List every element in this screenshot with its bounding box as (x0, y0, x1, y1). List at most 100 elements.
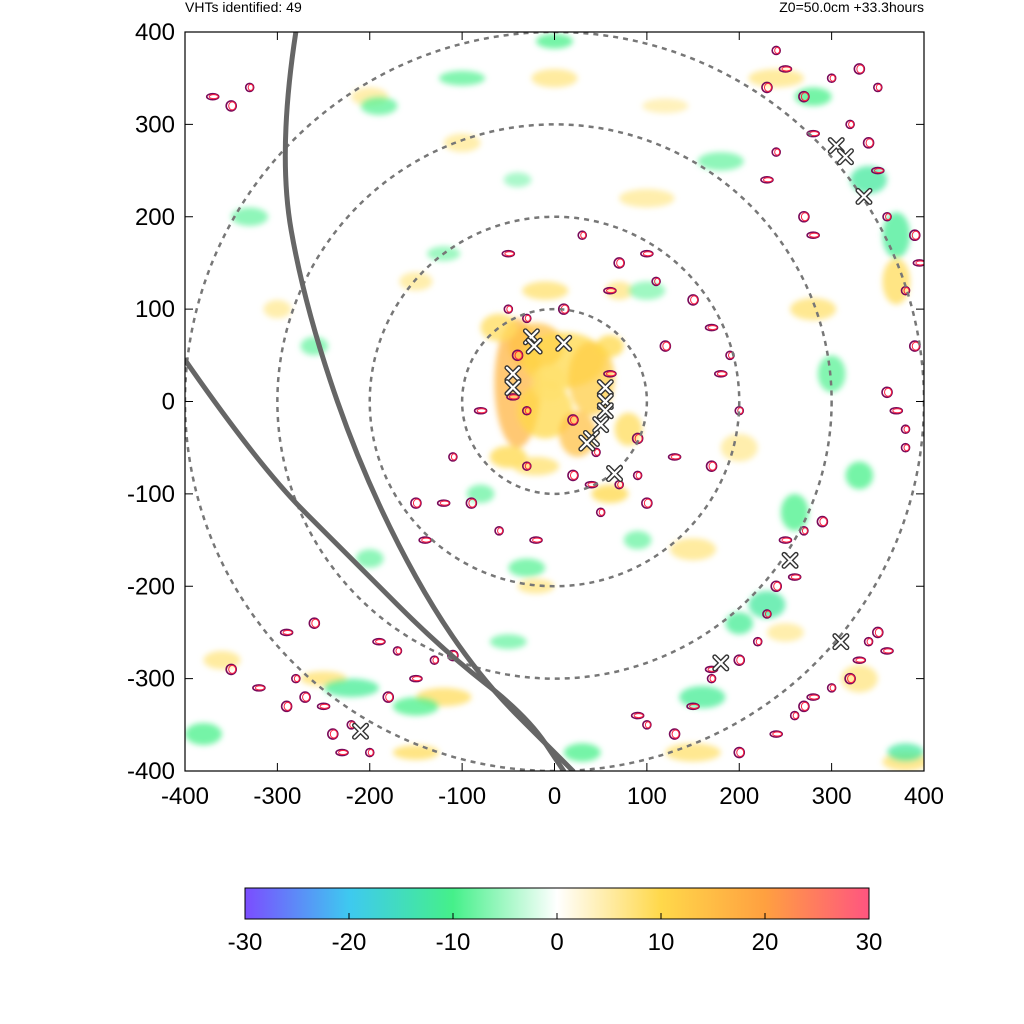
contour-inner (800, 92, 809, 102)
vht-marker (836, 148, 854, 166)
vht-marker-fill (782, 553, 798, 568)
colorbar-tick-label: -10 (436, 929, 471, 956)
contour-inner (439, 500, 450, 506)
anomaly-blob (563, 743, 601, 762)
anomaly-blob (790, 298, 837, 321)
contour-inner (903, 425, 910, 433)
contour-inner (915, 260, 924, 266)
anomaly-blob (536, 33, 573, 49)
contour-inner (829, 684, 836, 692)
storm-track (185, 357, 567, 771)
contour-inner (819, 517, 828, 527)
contour-inner (801, 527, 808, 535)
anomaly-blob (748, 68, 804, 88)
x-tick-label: 400 (904, 783, 944, 810)
contour-inner (616, 258, 625, 268)
vht-marker (596, 402, 614, 420)
anomaly-blob (531, 364, 569, 402)
y-tick-label: -300 (127, 666, 175, 693)
vht-marker-fill (838, 149, 853, 164)
contour-inner (737, 407, 744, 415)
vht-marker-fill (598, 380, 613, 395)
contour-inner (790, 574, 801, 580)
anomaly-blob (392, 697, 440, 716)
contour-inner (709, 675, 716, 683)
contour-inner (809, 694, 820, 700)
contour-inner (319, 703, 330, 709)
colorbar-ticks: -30 -20 -10 0 10 20 30 (228, 913, 882, 956)
contour-inner (283, 701, 292, 711)
x-tick-label: 0 (548, 783, 561, 810)
anomaly-blob (531, 68, 578, 88)
vht-marker-fill (598, 403, 613, 418)
contour-inner (892, 408, 903, 414)
contour-inner (736, 655, 745, 665)
colorbar-tick-label: -20 (332, 929, 367, 956)
contour-inner (883, 648, 894, 654)
contour-inner (716, 371, 727, 377)
range-rings (185, 32, 924, 771)
contour-inner (855, 657, 866, 663)
contour-inner (411, 676, 422, 682)
contour-inner (524, 314, 531, 322)
contour-inner (911, 230, 920, 240)
contour-inner (367, 749, 374, 757)
contour-inner (569, 415, 578, 425)
contour-inner (395, 647, 402, 655)
contour-inner (228, 101, 237, 111)
colorbar-tick-label: 10 (648, 929, 675, 956)
anomaly-blob (725, 612, 754, 635)
anomaly-blob (466, 484, 495, 504)
contour-inner (865, 138, 874, 148)
anomaly-blob (766, 623, 804, 642)
contour-inner (508, 394, 519, 400)
contour-inner (594, 448, 601, 456)
anomaly-blob (887, 743, 924, 762)
contour-inner (643, 498, 652, 508)
vht-marker-fill (593, 417, 608, 432)
contour-inner (580, 231, 587, 239)
contour-inner (774, 46, 781, 54)
x-tick-label: -200 (346, 783, 394, 810)
vht-marker (555, 334, 573, 352)
time-height-label: Z0=50.0cm +33.3hours (779, 0, 924, 15)
anomaly-blob (231, 207, 269, 226)
contour-inner (598, 508, 605, 516)
anomaly-blob (480, 313, 518, 342)
contour-inner (689, 703, 700, 709)
contour-inner (282, 629, 293, 635)
contour-inner (856, 64, 865, 74)
contour-inner (772, 731, 783, 737)
contour-inner (504, 251, 515, 257)
anomaly-blob (512, 456, 560, 476)
vht-marker (832, 633, 850, 651)
vht-marker (781, 551, 799, 569)
anomaly-blob (845, 461, 874, 490)
range-ring (460, 307, 649, 496)
contour-inner (764, 610, 771, 618)
vht-marker-fill (607, 466, 622, 481)
contour-inner (884, 387, 893, 397)
contour-inner (875, 83, 882, 91)
storm-track (282, 32, 576, 771)
anomaly-field (185, 33, 924, 771)
contour-inner (450, 453, 457, 461)
vht-markers (352, 137, 873, 740)
contour-inner (903, 287, 910, 295)
contour-inner (432, 656, 439, 664)
x-tick-label: -100 (438, 783, 486, 810)
anomaly-blob (665, 743, 721, 762)
contour-inner (514, 350, 523, 360)
contour-inner (903, 444, 910, 452)
contour-inner (662, 341, 671, 351)
x-tick-label: 200 (719, 783, 759, 810)
contour-inner (736, 748, 745, 758)
anomaly-blob (323, 678, 379, 698)
storm-tracks (185, 32, 576, 771)
anomaly-blob (300, 336, 329, 356)
vht-marker-fill (527, 338, 542, 354)
contour-inner (476, 408, 487, 414)
vht-marker (578, 434, 596, 452)
contour-inner (293, 675, 300, 683)
contour-inner (781, 537, 792, 543)
